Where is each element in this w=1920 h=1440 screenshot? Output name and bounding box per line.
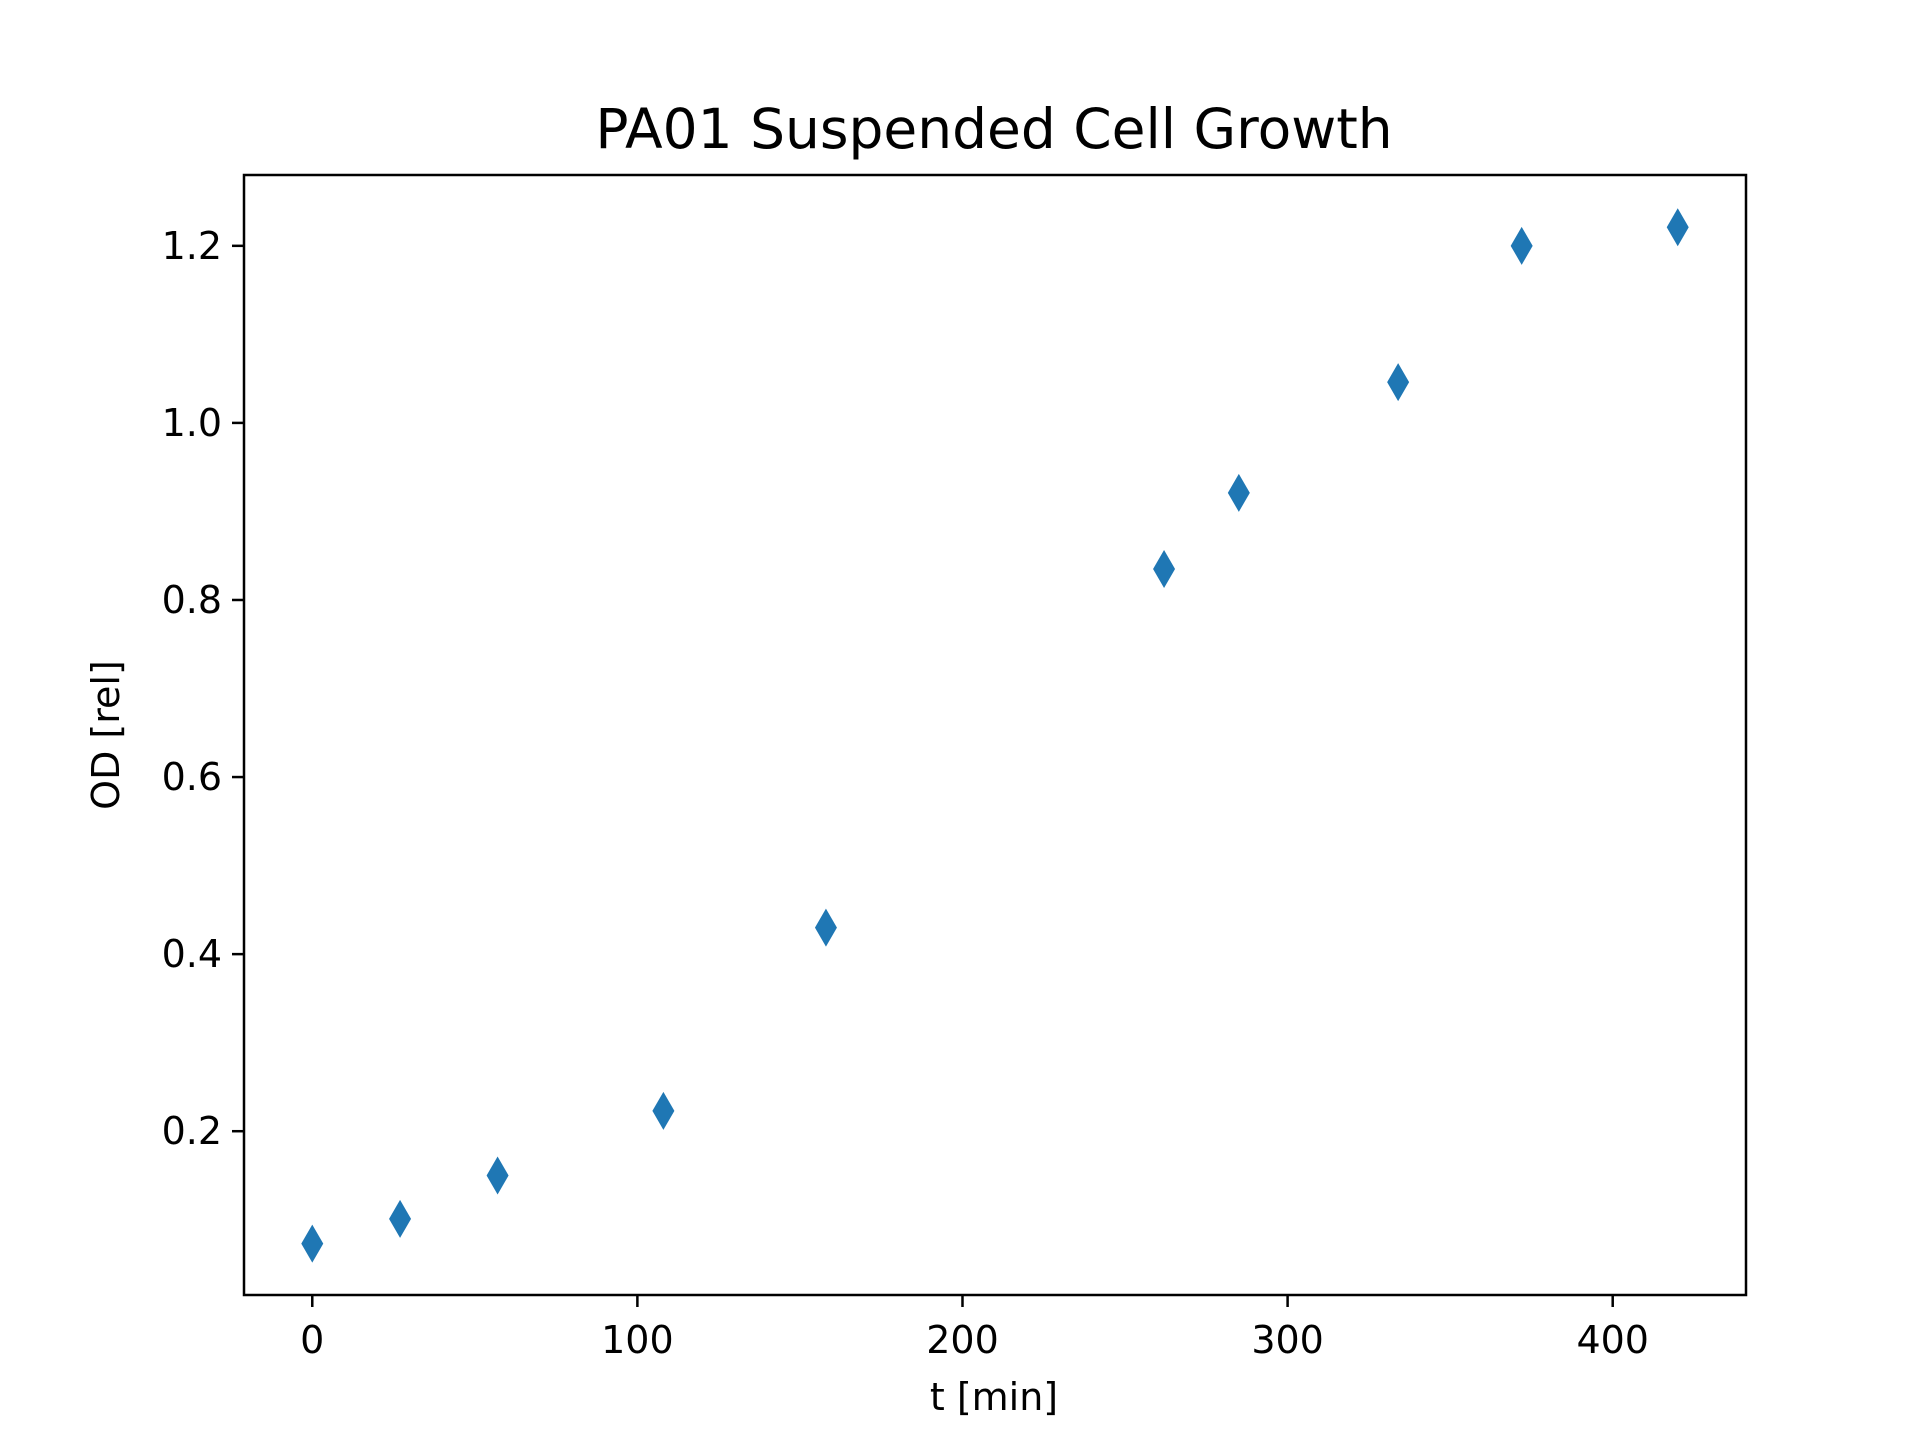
data-point <box>389 1199 412 1238</box>
plot-frame <box>242 173 1748 1297</box>
data-points <box>301 208 1689 1263</box>
data-point <box>652 1091 675 1130</box>
data-point <box>1510 226 1533 265</box>
data-point <box>1153 549 1176 588</box>
chart-title: PA01 Suspended Cell Growth <box>595 97 1392 161</box>
data-point <box>1227 473 1250 512</box>
x-tick-label: 0 <box>300 1318 324 1362</box>
data-point <box>814 908 837 947</box>
x-tick-label: 300 <box>1251 1318 1324 1362</box>
data-point <box>1666 208 1689 247</box>
y-tick-label: 0.8 <box>162 578 222 622</box>
y-tick-label: 0.4 <box>162 932 222 976</box>
y-axis-ticks: 0.2 0.4 0.6 0.8 1.0 1.2 <box>162 224 244 1153</box>
y-tick-label: 1.0 <box>162 401 222 445</box>
x-tick-label: 400 <box>1576 1318 1649 1362</box>
data-point <box>486 1156 509 1195</box>
y-tick-label: 0.2 <box>162 1109 222 1153</box>
y-tick-label: 1.2 <box>162 224 222 268</box>
data-point <box>301 1224 324 1263</box>
y-tick-label: 0.6 <box>162 755 222 799</box>
data-point <box>1387 363 1410 402</box>
x-tick-label: 200 <box>926 1318 999 1362</box>
y-axis-label: OD [rel] <box>84 660 128 810</box>
x-axis-ticks: 0 100 200 300 400 <box>300 1295 1649 1362</box>
x-tick-label: 100 <box>601 1318 674 1362</box>
x-axis-label: t [min] <box>930 1375 1058 1419</box>
